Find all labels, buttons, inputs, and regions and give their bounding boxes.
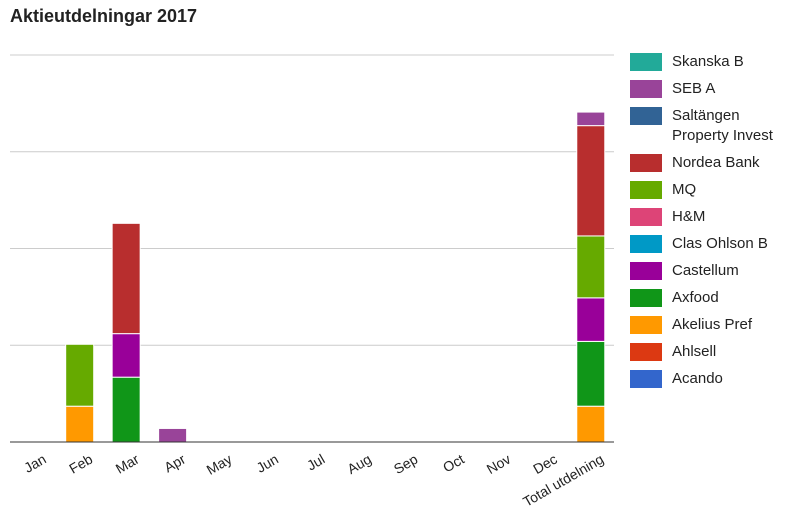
x-tick-label: Jan (21, 451, 49, 476)
legend-label: Axfood (672, 289, 719, 306)
bar-segment[interactable] (65, 405, 95, 443)
legend-swatch (630, 370, 662, 388)
x-tick-label: Jun (253, 451, 281, 476)
legend-swatch (630, 53, 662, 71)
x-tick-labels: Jan Feb Mar Apr May Jun Jul Aug Sep Oct Nov DecTota… (21, 451, 606, 510)
legend-swatch (630, 181, 662, 199)
legend-label: Skanska B (672, 53, 744, 70)
x-tick-label: Oct (440, 451, 467, 476)
stacked-bar-chart: Jan Feb Mar Apr May Jun Jul Aug Sep Oct Nov DecTota… (10, 54, 614, 510)
legend-label: Ahlsell (672, 343, 717, 360)
legend-label: Saltängen Property Invest (672, 107, 773, 144)
legend-item[interactable]: Axfood (630, 288, 798, 308)
legend-label: Clas Ohlson B (672, 235, 768, 252)
legend-swatch (630, 343, 662, 361)
x-tick-label: Dec (530, 451, 560, 477)
legend-label: Akelius Pref (672, 316, 753, 333)
legend-label: Nordea Bank (672, 154, 760, 171)
legend-item[interactable]: H&M (630, 207, 798, 227)
bar-segment[interactable] (111, 222, 141, 335)
x-tick-label: Aug (344, 451, 374, 477)
legend-item[interactable]: Clas Ohlson B (630, 234, 798, 254)
chart-title: Aktieutdelningar 2017 (10, 6, 198, 26)
bar-segment[interactable] (158, 427, 188, 443)
legend-item[interactable]: SEB A (630, 79, 798, 99)
bar-segment[interactable] (576, 235, 606, 299)
x-tick-label: Apr (161, 451, 188, 476)
legend-swatch (630, 316, 662, 334)
legend-item[interactable]: Ahlsell (630, 342, 798, 362)
bar-segment[interactable] (576, 405, 606, 443)
legend-swatch (630, 107, 662, 125)
x-tick-label: Jul (304, 451, 328, 474)
legend-item[interactable]: Saltängen Property Invest (630, 106, 798, 146)
bars (65, 111, 606, 443)
x-tick-label: Total utdelning (520, 451, 606, 510)
legend-label: MQ (672, 181, 697, 198)
x-tick-label: Feb (66, 451, 95, 477)
bar-segment[interactable] (111, 376, 141, 443)
legend-item[interactable]: MQ (630, 180, 798, 200)
legend-swatch (630, 289, 662, 307)
legend-swatch (630, 80, 662, 98)
legend-label: H&M (672, 208, 706, 225)
legend-item[interactable]: Castellum (630, 261, 798, 281)
x-tick-label: Sep (391, 451, 421, 477)
bar-segment[interactable] (576, 111, 606, 127)
legend-swatch (630, 208, 662, 226)
legend-item[interactable]: Skanska B (630, 52, 798, 72)
legend-label: SEB A (672, 80, 716, 97)
bar-segment[interactable] (576, 297, 606, 342)
legend-swatch (630, 235, 662, 253)
legend-item[interactable]: Acando (630, 369, 798, 389)
bar-segment[interactable] (65, 343, 95, 407)
legend-label: Castellum (672, 262, 739, 279)
legend: Skanska B SEB A Saltängen Property Invest N… (630, 52, 798, 396)
x-tick-label: May (204, 451, 235, 478)
bar-segment[interactable] (111, 333, 141, 378)
bar-segment[interactable] (576, 340, 606, 407)
legend-swatch (630, 262, 662, 280)
legend-swatch (630, 154, 662, 172)
legend-item[interactable]: Nordea Bank (630, 153, 798, 173)
legend-item[interactable]: Akelius Pref (630, 315, 798, 335)
bar-segment[interactable] (576, 125, 606, 237)
x-tick-label: Mar (113, 451, 142, 477)
gridlines (10, 54, 614, 346)
legend-label: Acando (672, 370, 723, 387)
x-tick-label: Nov (484, 451, 514, 477)
